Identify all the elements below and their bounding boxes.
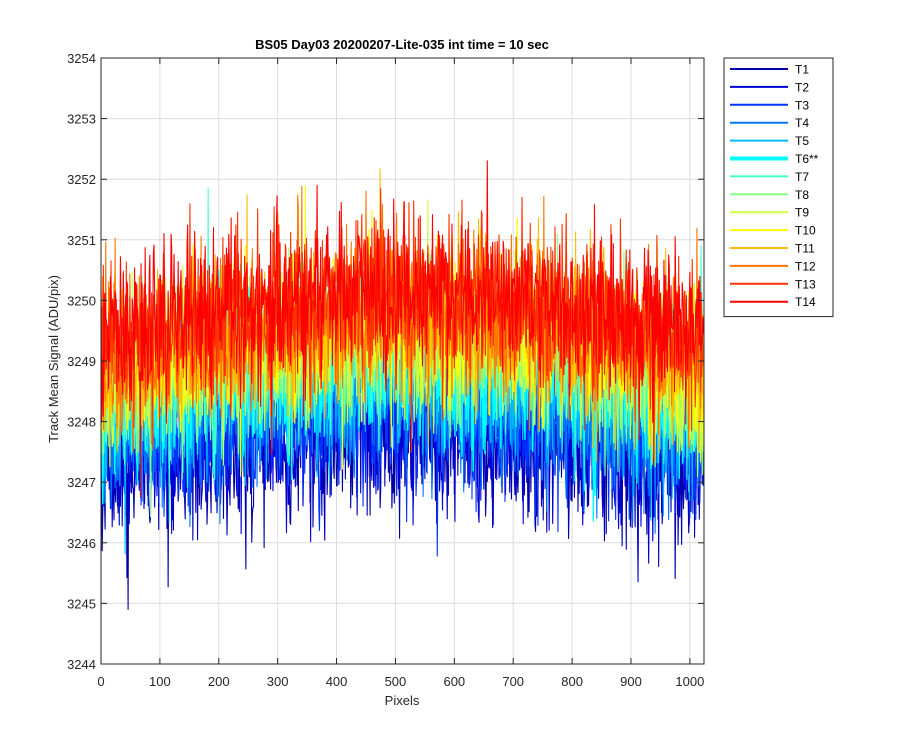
series-line-t14 bbox=[101, 160, 704, 499]
y-tick-labels: 3244 3245 3246 3247 3248 3249 3250 3251 3252 3253… bbox=[67, 51, 96, 672]
y-axis-label: Track Mean Signal (ADU/pix) bbox=[46, 275, 61, 443]
legend-label: T2 bbox=[795, 80, 809, 94]
legend-label: T8 bbox=[795, 188, 809, 202]
y-tick-label: 3253 bbox=[67, 112, 96, 127]
x-tick-label: 800 bbox=[561, 674, 583, 689]
legend-label: T3 bbox=[795, 98, 809, 112]
x-axis-label: Pixels bbox=[385, 693, 420, 708]
x-tick-labels: 0 100 200 300 400 500 600 700 800 900 1000 bbox=[97, 674, 704, 689]
legend-label: T12 bbox=[795, 259, 816, 273]
y-tick-label: 3244 bbox=[67, 657, 96, 672]
legend-label: T1 bbox=[795, 63, 809, 77]
ticks bbox=[100, 57, 704, 665]
x-tick-label: 100 bbox=[149, 674, 171, 689]
legend-label: T14 bbox=[795, 295, 816, 309]
legend-label: T5 bbox=[795, 134, 809, 148]
y-tick-label: 3249 bbox=[67, 354, 96, 369]
series-layer bbox=[101, 160, 704, 610]
y-tick-label: 3250 bbox=[67, 293, 96, 308]
x-tick-label: 900 bbox=[620, 674, 642, 689]
x-tick-label: 600 bbox=[443, 674, 465, 689]
legend-label: T4 bbox=[795, 116, 809, 130]
legend-box bbox=[723, 57, 834, 318]
y-tick-label: 3252 bbox=[67, 172, 96, 187]
chart-title: BS05 Day03 20200207-Lite-035 int time = … bbox=[255, 37, 549, 52]
y-tick-label: 3248 bbox=[67, 415, 96, 430]
x-tick-label: 700 bbox=[502, 674, 524, 689]
y-tick-label: 3246 bbox=[67, 536, 96, 551]
y-tick-label: 3251 bbox=[67, 233, 96, 248]
x-tick-label: 300 bbox=[267, 674, 289, 689]
legend-label: T11 bbox=[795, 242, 815, 256]
y-tick-label: 3245 bbox=[67, 596, 96, 611]
legend-label: T7 bbox=[795, 170, 809, 184]
x-tick-label: 1000 bbox=[675, 674, 704, 689]
y-tick-label: 3247 bbox=[67, 475, 96, 490]
x-tick-label: 200 bbox=[208, 674, 230, 689]
x-tick-label: 0 bbox=[97, 674, 104, 689]
legend-label: T6** bbox=[795, 152, 819, 166]
x-tick-label: 500 bbox=[385, 674, 407, 689]
y-tick-label: 3254 bbox=[67, 51, 96, 66]
legend: T1 T2 T3 T4 T5 T6** T7 T8 T9 T10 T11 T12 T13 T14 bbox=[723, 57, 834, 318]
legend-label: T9 bbox=[795, 206, 809, 220]
legend-label: T10 bbox=[795, 224, 816, 238]
x-tick-label: 400 bbox=[326, 674, 348, 689]
legend-label: T13 bbox=[795, 277, 816, 291]
